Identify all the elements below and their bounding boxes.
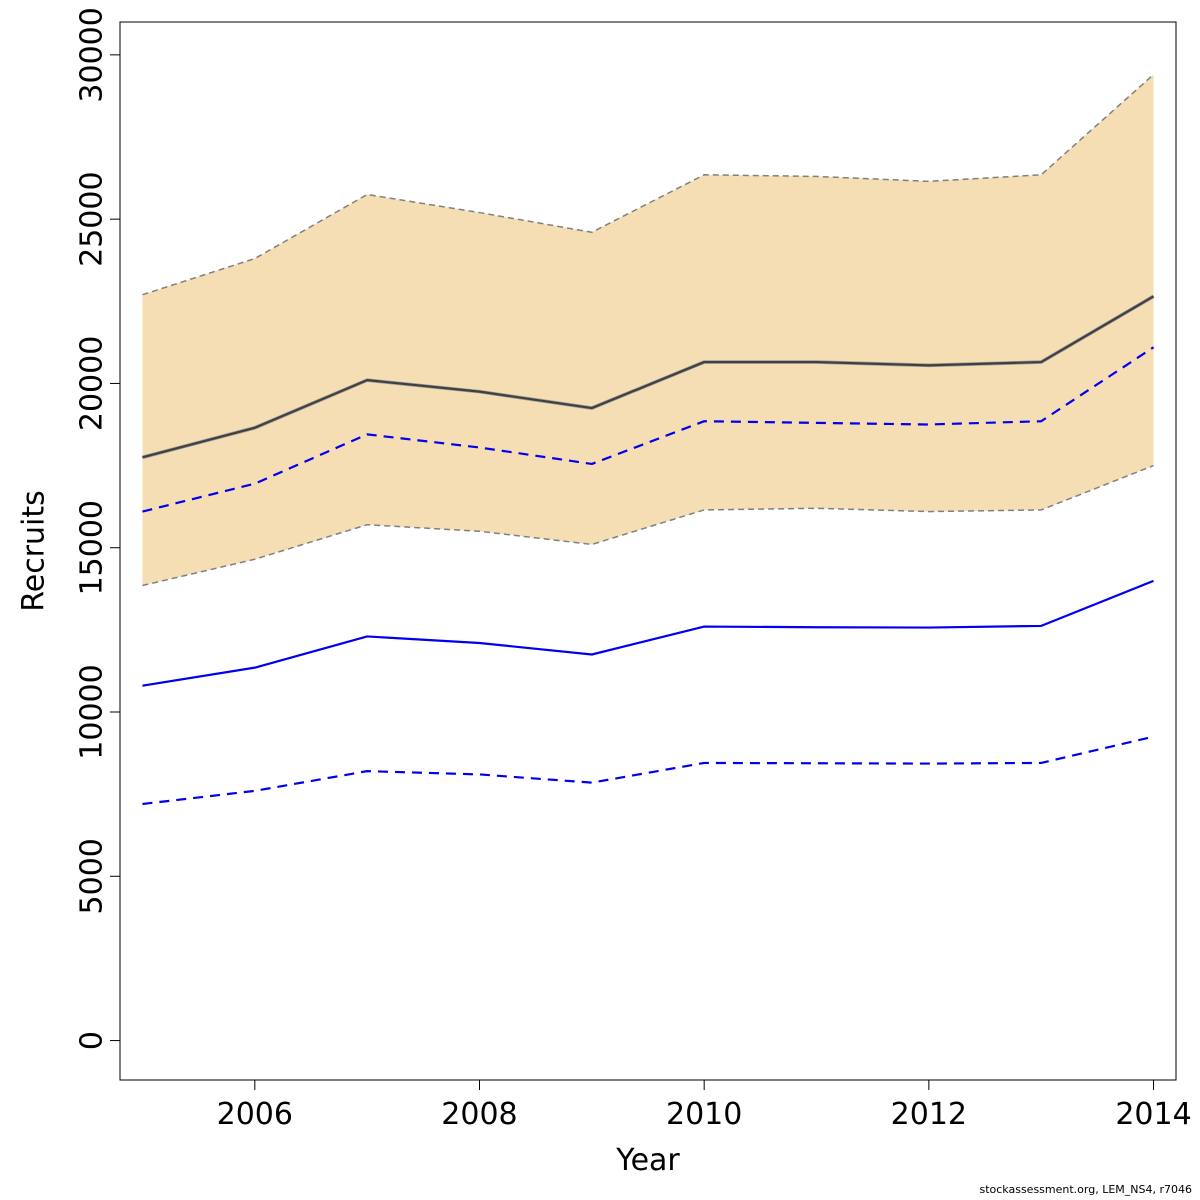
confidence-band-fill xyxy=(142,74,1154,586)
blue-dashed-lower-line xyxy=(142,735,1154,806)
band-upper-line xyxy=(142,74,1155,296)
y-axis-title: Recruits xyxy=(17,490,52,612)
x-axis: 2006 2008 2010 2012 2014 xyxy=(217,1079,1192,1132)
y-tick-label: 25000 xyxy=(75,171,110,266)
band-lower-line xyxy=(142,464,1154,587)
y-tick-label: 10000 xyxy=(75,664,110,759)
confidence-band-layer xyxy=(142,74,1154,586)
x-tick-label: 2014 xyxy=(1115,1097,1191,1132)
black-solid-line xyxy=(142,295,1155,459)
source-footnote: stockassessment.org, LEM_NS4, r7046 xyxy=(979,1183,1192,1196)
blue-dashed-upper-line xyxy=(142,346,1155,513)
x-tick-label: 2008 xyxy=(441,1097,517,1132)
x-tick-label: 2012 xyxy=(891,1097,967,1132)
blue-solid-line xyxy=(142,579,1154,687)
y-tick-label: 0 xyxy=(75,1031,110,1050)
y-tick-label: 30000 xyxy=(75,7,110,102)
series-lines-layer xyxy=(142,74,1155,806)
y-tick-label: 20000 xyxy=(75,336,110,431)
x-axis-title: Year xyxy=(615,1143,680,1178)
x-tick-label: 2006 xyxy=(217,1097,293,1132)
y-tick-label: 15000 xyxy=(75,500,110,595)
y-tick-label: 5000 xyxy=(75,838,110,914)
y-axis: 0 5000 10000 15000 20000 25000 30000 xyxy=(75,7,121,1050)
x-tick-label: 2010 xyxy=(666,1097,742,1132)
